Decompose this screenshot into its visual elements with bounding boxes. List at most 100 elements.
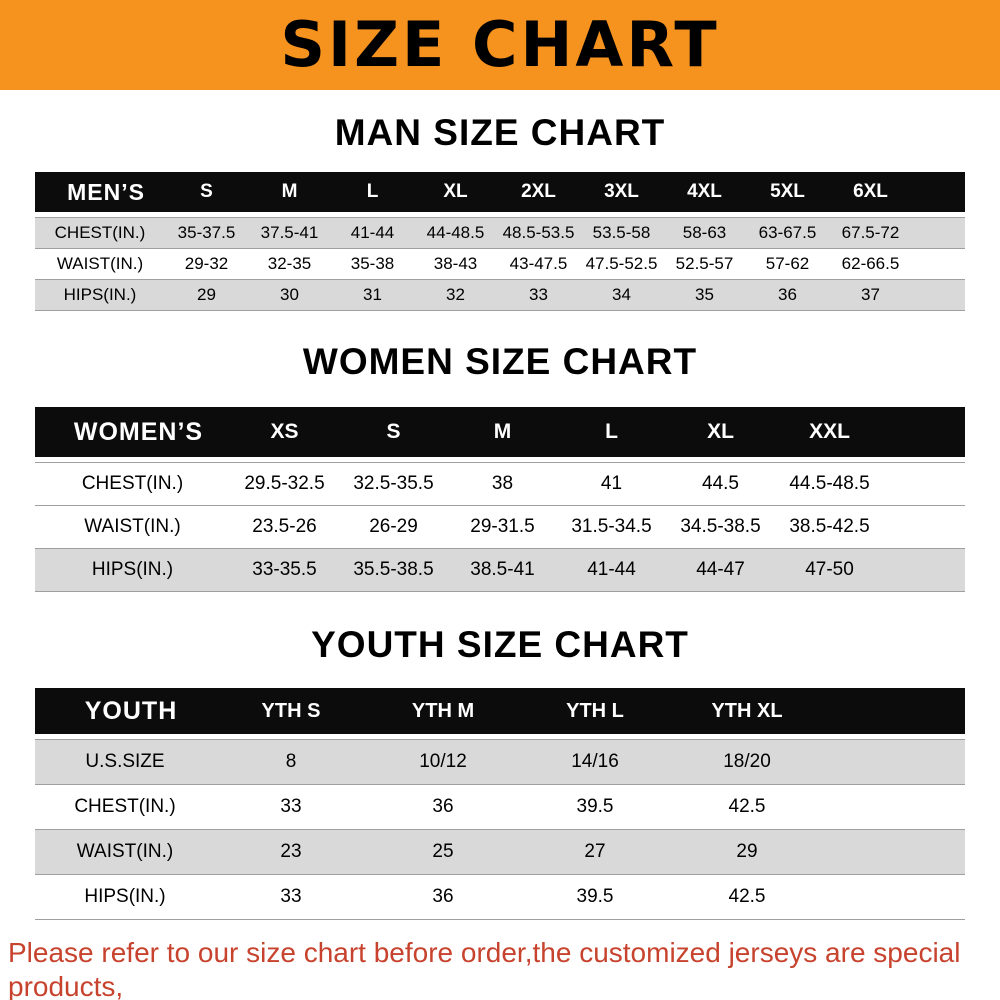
size-value-cell: 35-37.5 bbox=[177, 223, 236, 242]
size-value-cell: 8 bbox=[285, 751, 297, 772]
size-value-cell: 29-31.5 bbox=[470, 516, 535, 537]
youth-section-heading: YOUTH SIZE CHART bbox=[311, 624, 689, 665]
column-header: S bbox=[386, 420, 401, 443]
column-header: YTH M bbox=[411, 699, 475, 722]
size-value-cell: 35.5-38.5 bbox=[353, 559, 434, 580]
row-label: WAIST(IN.) bbox=[56, 254, 144, 273]
row-label: HIPS(IN.) bbox=[84, 886, 166, 907]
column-header: 4XL bbox=[687, 181, 722, 202]
row-label: CHEST(IN.) bbox=[54, 223, 146, 242]
size-value-cell: 33 bbox=[529, 285, 548, 304]
size-value-cell: 38.5-41 bbox=[470, 559, 535, 580]
size-value-cell: 35-38 bbox=[350, 254, 395, 273]
size-value-cell: 41-44 bbox=[587, 559, 636, 580]
row-label: WAIST(IN.) bbox=[76, 841, 174, 862]
table-body: CHEST(IN.) 29.5-32.5 32.5-35.5 38 41 44.5 44.5… bbox=[35, 462, 965, 592]
footer-line1: Please refer to our size chart before or… bbox=[8, 937, 961, 1000]
size-value-cell: 33-35.5 bbox=[252, 559, 317, 580]
size-value-cell: 31 bbox=[363, 285, 382, 304]
column-header: L bbox=[605, 420, 618, 443]
size-value-cell: 29.5-32.5 bbox=[244, 473, 325, 494]
size-value-cell: 37.5-41 bbox=[260, 223, 319, 242]
size-value-cell: 36 bbox=[432, 886, 454, 907]
size-value-cell: 25 bbox=[432, 841, 454, 862]
size-value-cell: 43-47.5 bbox=[509, 254, 568, 273]
table-row: CHEST(IN.) 29.5-32.5 32.5-35.5 38 41 44.5 44.5… bbox=[35, 463, 965, 506]
size-value-cell: 29-32 bbox=[184, 254, 229, 273]
row-label: WAIST(IN.) bbox=[84, 516, 181, 537]
table-row: WAIST(IN.) 29-32 32-35 35-38 38-43 43-47.5 47.… bbox=[35, 249, 965, 280]
table-header-label: MEN’S bbox=[67, 178, 145, 205]
column-header: YTH XL bbox=[711, 699, 783, 722]
size-value-cell: 53.5-58 bbox=[592, 223, 651, 242]
women-section-heading: WOMEN SIZE CHART bbox=[302, 341, 698, 382]
table-row: CHEST(IN.) 35-37.5 37.5-41 41-44 44-48.5 48.5… bbox=[35, 218, 965, 249]
size-value-cell: 27 bbox=[584, 841, 606, 862]
size-value-cell: 34 bbox=[612, 285, 631, 304]
size-value-cell: 44-47 bbox=[696, 559, 745, 580]
size-value-cell: 58-63 bbox=[682, 223, 727, 242]
size-value-cell: 67.5-72 bbox=[841, 223, 900, 242]
column-header: 2XL bbox=[521, 181, 556, 202]
table-row: HIPS(IN.) 29 30 31 32 33 34 35 36 37 bbox=[35, 280, 965, 311]
row-label: CHEST(IN.) bbox=[74, 796, 176, 817]
footer-note: Please refer to our size chart before or… bbox=[8, 936, 992, 1000]
size-value-cell: 14/16 bbox=[571, 751, 619, 772]
size-value-cell: 29 bbox=[197, 285, 216, 304]
table-body: U.S.SIZE 8 10/12 14/16 18/20 CHEST(IN.) 33 36 39… bbox=[35, 739, 965, 920]
column-header: 5XL bbox=[770, 181, 805, 202]
column-header: YTH S bbox=[261, 699, 321, 722]
size-value-cell: 23.5-26 bbox=[252, 516, 317, 537]
size-value-cell: 44.5 bbox=[702, 473, 739, 494]
size-value-cell: 33 bbox=[280, 886, 302, 907]
size-value-cell: 47.5-52.5 bbox=[585, 254, 658, 273]
table-row: HIPS(IN.) 33 36 39.5 42.5 bbox=[35, 875, 965, 920]
size-value-cell: 33 bbox=[280, 796, 302, 817]
size-value-cell: 29 bbox=[736, 841, 758, 862]
column-header: S bbox=[200, 181, 213, 202]
size-value-cell: 52.5-57 bbox=[675, 254, 734, 273]
youth-section: YOUTH SIZE CHART YOUTH YTH S YTH M YTH L YTH… bbox=[0, 592, 1000, 920]
table-header-row: WOMEN’S XS S M L XL XXL bbox=[35, 407, 965, 457]
size-value-cell: 34.5-38.5 bbox=[680, 516, 761, 537]
table-header-row: MEN’S S M L XL 2XL 3XL 4XL 5XL 6XL bbox=[35, 172, 965, 212]
size-value-cell: 37 bbox=[861, 285, 880, 304]
size-value-cell: 42.5 bbox=[728, 796, 766, 817]
table-body: CHEST(IN.) 35-37.5 37.5-41 41-44 44-48.5 48.5… bbox=[35, 217, 965, 311]
banner: SIZE CHART bbox=[0, 0, 1000, 90]
youth-size-table: YOUTH YTH S YTH M YTH L YTH XL U.S.SIZE 8 10/12… bbox=[35, 688, 965, 920]
man-section-heading: MAN SIZE CHART bbox=[334, 112, 666, 153]
table-row: HIPS(IN.) 33-35.5 35.5-38.5 38.5-41 41-44 44-… bbox=[35, 549, 965, 592]
size-value-cell: 18/20 bbox=[723, 751, 771, 772]
table-header-label: YOUTH bbox=[84, 696, 178, 725]
size-value-cell: 63-67.5 bbox=[758, 223, 817, 242]
size-value-cell: 48.5-53.5 bbox=[502, 223, 575, 242]
size-value-cell: 41-44 bbox=[350, 223, 395, 242]
column-header: M bbox=[281, 181, 298, 202]
size-value-cell: 38.5-42.5 bbox=[789, 516, 870, 537]
size-value-cell: 38 bbox=[491, 473, 514, 494]
table-row: WAIST(IN.) 23.5-26 26-29 29-31.5 31.5-34.5 34… bbox=[35, 506, 965, 549]
row-label: HIPS(IN.) bbox=[63, 285, 137, 304]
table-row: WAIST(IN.) 23 25 27 29 bbox=[35, 830, 965, 875]
column-header: XS bbox=[270, 420, 299, 443]
size-value-cell: 42.5 bbox=[728, 886, 766, 907]
column-header: XXL bbox=[809, 420, 850, 443]
size-value-cell: 23 bbox=[280, 841, 302, 862]
men-size-table: MEN’S S M L XL 2XL 3XL 4XL 5XL 6XL CHEST(IN.) 35-37… bbox=[35, 172, 965, 311]
column-header: YTH L bbox=[566, 699, 624, 722]
size-value-cell: 62-66.5 bbox=[841, 254, 900, 273]
size-value-cell: 31.5-34.5 bbox=[571, 516, 652, 537]
size-value-cell: 32-35 bbox=[267, 254, 312, 273]
column-header: 6XL bbox=[853, 181, 888, 202]
man-section: MAN SIZE CHART MEN’S S M L XL 2XL 3XL 4XL 5XL 6XL… bbox=[0, 90, 1000, 311]
column-header: L bbox=[366, 181, 379, 202]
size-value-cell: 26-29 bbox=[369, 516, 418, 537]
table-row: CHEST(IN.) 33 36 39.5 42.5 bbox=[35, 785, 965, 830]
size-value-cell: 32 bbox=[446, 285, 465, 304]
size-value-cell: 35 bbox=[695, 285, 714, 304]
size-value-cell: 47-50 bbox=[805, 559, 854, 580]
column-header: 3XL bbox=[604, 181, 639, 202]
women-size-table: WOMEN’S XS S M L XL XXL CHEST(IN.) 29.5-32.5 32.5… bbox=[35, 407, 965, 592]
